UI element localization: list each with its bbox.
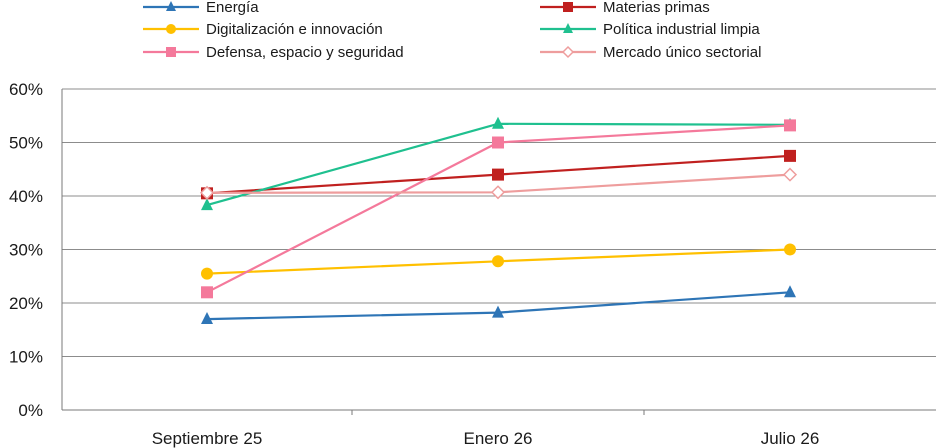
data-point-digitalizacion-e-innovacion <box>201 267 213 280</box>
legend-marker-mercado-unico-sectorial <box>561 45 575 59</box>
data-point-digitalizacion-e-innovacion <box>784 243 796 256</box>
series-defensa-espacio-y-seguridad <box>201 119 796 299</box>
data-point-mercado-unico-sectorial <box>782 167 798 182</box>
legend-item-energia: Energía <box>143 0 259 16</box>
legend-marker-politica-industrial-limpia <box>563 23 573 33</box>
data-series <box>199 116 798 325</box>
data-point-mercado-unico-sectorial <box>199 185 215 200</box>
data-point-energia <box>492 305 504 318</box>
data-point-energia <box>201 312 213 325</box>
x-category-label: Julio 26 <box>761 429 820 448</box>
y-tick-label: 20% <box>9 294 43 313</box>
y-tick-label: 50% <box>9 134 43 153</box>
data-point-defensa-espacio-y-seguridad <box>784 119 796 132</box>
legend-item-defensa-espacio-y-seguridad: Defensa, espacio y seguridad <box>143 44 404 61</box>
series-line-defensa-espacio-y-seguridad <box>206 124 791 294</box>
legend-label: Mercado único sectorial <box>603 44 761 61</box>
data-point-defensa-espacio-y-seguridad <box>492 136 504 149</box>
legend-label: Digitalización e innovación <box>206 21 383 38</box>
legend-item-mercado-unico-sectorial: Mercado único sectorial <box>540 44 761 61</box>
legend-label: Materias primas <box>603 0 710 16</box>
y-tick-label: 40% <box>9 187 43 206</box>
legend-label: Energía <box>206 0 259 16</box>
x-category-label: Enero 26 <box>464 429 533 448</box>
legend-label: Defensa, espacio y seguridad <box>206 44 404 61</box>
data-point-politica-industrial-limpia <box>201 198 213 211</box>
x-axis-category-labels: Septiembre 25 Enero 26 Julio 26 <box>152 429 820 448</box>
legend: Energía Materias primas Digitalización e i… <box>143 0 761 61</box>
y-tick-label: 10% <box>9 348 43 367</box>
legend-item-politica-industrial-limpia: Política industrial limpia <box>540 21 760 38</box>
data-point-politica-industrial-limpia <box>492 116 504 129</box>
legend-marker-materias-primas <box>563 2 573 12</box>
series-energia <box>201 285 796 325</box>
data-point-energia <box>784 285 796 298</box>
data-point-materias-primas <box>784 149 796 162</box>
axes <box>61 89 936 415</box>
legend-marker-energia <box>166 1 176 11</box>
y-tick-label: 60% <box>9 80 43 99</box>
x-category-label: Septiembre 25 <box>152 429 263 448</box>
y-tick-label: 0% <box>18 401 43 420</box>
series-digitalizacion-e-innovacion <box>201 243 796 280</box>
data-point-defensa-espacio-y-seguridad <box>201 286 213 299</box>
legend-item-digitalizacion-e-innovacion: Digitalización e innovación <box>143 21 383 38</box>
legend-marker-digitalizacion-e-innovacion <box>166 24 176 34</box>
data-point-digitalizacion-e-innovacion <box>492 255 504 268</box>
legend-label: Política industrial limpia <box>603 21 760 38</box>
series-mercado-unico-sectorial <box>199 167 798 200</box>
legend-item-materias-primas: Materias primas <box>540 0 710 16</box>
y-axis-tick-labels: 0% 10% 20% 30% 40% 50% 60% <box>9 80 43 420</box>
y-tick-label: 30% <box>9 241 43 260</box>
legend-marker-defensa-espacio-y-seguridad <box>166 47 176 57</box>
data-point-materias-primas <box>492 168 504 181</box>
data-point-mercado-unico-sectorial <box>490 185 506 200</box>
